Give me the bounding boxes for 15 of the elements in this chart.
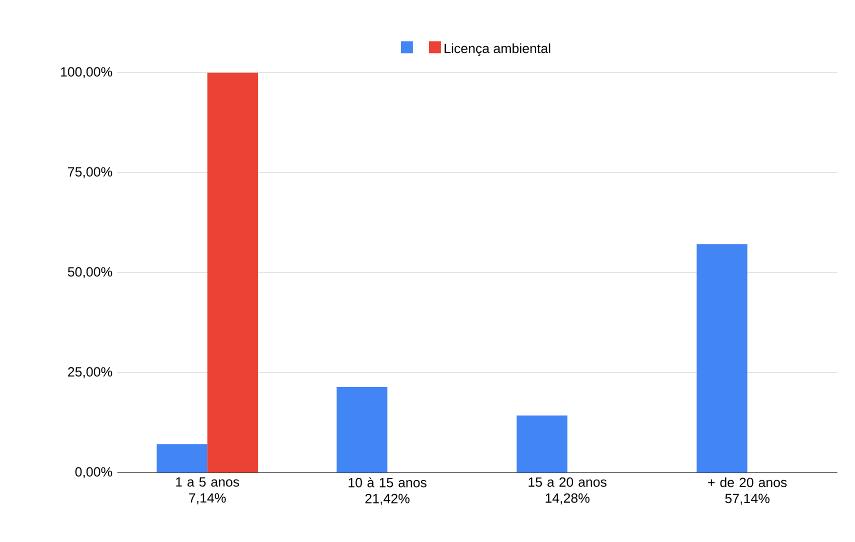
bar — [516, 416, 568, 473]
y-tick-label: 0,00% — [75, 467, 112, 478]
legend-label: Licença ambiental — [444, 43, 550, 56]
y-tick-label: 100,00% — [61, 67, 112, 78]
x-tick-label: + de 20 anos 57,14% — [708, 477, 787, 505]
y-tick-label: 75,00% — [68, 167, 112, 178]
bar — [336, 386, 388, 473]
x-tick-label: 10 à 15 anos 21,42% — [348, 477, 426, 505]
bar — [156, 444, 208, 473]
y-tick-label: 25,00% — [68, 367, 112, 378]
y-tick-label: 50,00% — [68, 267, 112, 278]
x-tick-label: 1 a 5 anos 7,14% — [176, 477, 240, 504]
x-tick-label: 15 a 20 anos 14,28% — [528, 477, 606, 504]
bar — [696, 244, 748, 473]
bar — [207, 72, 258, 473]
